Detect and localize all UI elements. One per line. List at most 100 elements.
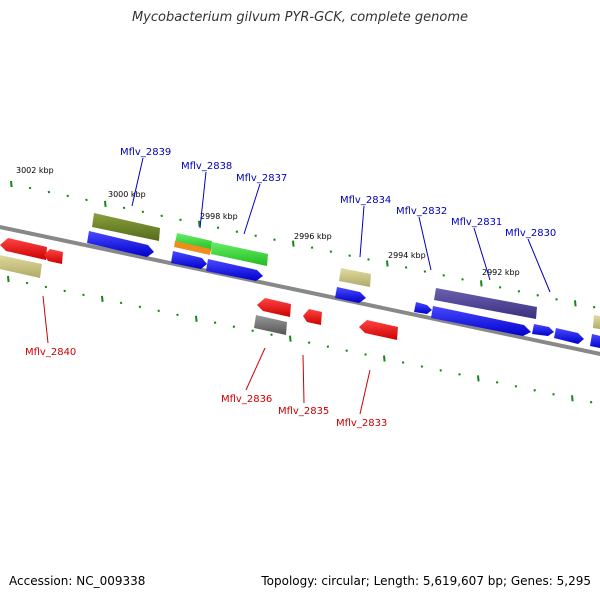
kbp-label-2994: 2994 kbp — [388, 251, 426, 260]
forward-gene-labels: Mflv_2839 Mflv_2838 Mflv_2837 Mflv_2834 … — [120, 147, 556, 239]
upper-tick-row — [10, 180, 596, 309]
callout-line-mflv-2840 — [42, 295, 49, 344]
lower-row-minor-tick — [270, 333, 273, 336]
lower-row-minor-tick — [251, 329, 254, 332]
lower-row-major-tick — [477, 375, 480, 382]
upper-row-major-tick — [386, 260, 389, 267]
lower-row-minor-tick — [25, 281, 29, 285]
callout-line-mflv-2837 — [243, 183, 261, 235]
gene-mflv-2834-arrow[interactable] — [335, 287, 366, 303]
lower-row-minor-tick — [63, 289, 66, 293]
lower-row-minor-tick — [458, 373, 461, 376]
genome-summary-label: Topology: circular; Length: 5,619,607 bp… — [261, 574, 591, 588]
lower-row-minor-tick — [307, 341, 311, 344]
gene-edge-right-arrow[interactable] — [590, 334, 600, 349]
gene-label-mflv-2831[interactable]: Mflv_2831 — [451, 217, 502, 228]
gene-mflv-2835-arrow[interactable] — [303, 309, 322, 325]
lower-row-minor-tick — [533, 389, 536, 392]
upper-row-minor-tick — [254, 234, 257, 237]
upper-row-minor-tick — [517, 290, 521, 293]
upper-row-minor-tick — [423, 270, 427, 273]
upper-row-minor-tick — [66, 194, 69, 198]
lower-row-minor-tick — [232, 325, 236, 328]
lower-row-minor-tick — [157, 309, 160, 313]
gene-mflv-2832-a-arrow[interactable] — [414, 302, 432, 314]
kbp-label-3000: 3000 kbp — [108, 190, 146, 199]
gene-label-mflv-2835[interactable]: Mflv_2835 — [278, 406, 329, 417]
gene-mflv-2840-b-arrow[interactable] — [44, 249, 63, 264]
lower-row-major-tick — [289, 335, 292, 342]
lower-row-minor-tick — [138, 305, 142, 309]
gene-label-mflv-2837[interactable]: Mflv_2837 — [236, 173, 287, 184]
upper-row-minor-tick — [47, 190, 51, 194]
lower-row-minor-tick — [364, 353, 367, 356]
reverse-gene-labels: Mflv_2840 Mflv_2836 Mflv_2835 Mflv_2833 — [25, 347, 387, 429]
gene-mflv-2834-block[interactable] — [339, 268, 371, 287]
gene-label-mflv-2836[interactable]: Mflv_2836 — [221, 394, 272, 405]
callout-line-mflv-2839 — [131, 157, 144, 207]
lower-row-major-tick — [195, 315, 198, 322]
upper-row-major-tick — [574, 300, 577, 307]
upper-row-minor-tick — [141, 210, 145, 214]
lower-tick-row — [7, 275, 593, 404]
upper-row-minor-tick — [536, 294, 539, 297]
gene-mflv-2838-orange[interactable] — [174, 241, 211, 255]
gene-label-mflv-2830[interactable]: Mflv_2830 — [505, 228, 556, 239]
gene-mflv-2830-b-arrow[interactable] — [554, 328, 584, 344]
gene-mflv-2838-block[interactable] — [175, 233, 212, 251]
lower-row-major-tick — [571, 395, 574, 402]
upper-row-minor-tick — [179, 218, 182, 222]
gene-label-mflv-2834[interactable]: Mflv_2834 — [340, 195, 391, 206]
gene-mflv-2831-arrow[interactable] — [431, 306, 531, 336]
upper-row-minor-tick — [235, 230, 239, 233]
upper-row-minor-tick — [498, 286, 502, 289]
gene-label-mflv-2840[interactable]: Mflv_2840 — [25, 347, 76, 358]
gene-mflv-2839-arrow[interactable] — [87, 231, 154, 257]
callout-line-mflv-2831 — [473, 227, 491, 281]
gene-mflv-2840-arrow[interactable] — [0, 238, 47, 260]
upper-row-major-tick — [10, 180, 13, 188]
forward-strand-features — [92, 213, 600, 330]
upper-row-minor-tick — [367, 258, 370, 261]
genome-title: Mycobacterium gilvum PYR-GCK, complete g… — [131, 10, 469, 25]
lower-row-minor-tick — [213, 321, 217, 324]
upper-row-minor-tick — [310, 246, 314, 249]
gene-mflv-2836-arrow[interactable] — [257, 298, 291, 317]
lower-row-minor-tick — [589, 400, 593, 404]
gene-label-mflv-2832[interactable]: Mflv_2832 — [396, 206, 447, 217]
lower-row-major-tick — [7, 275, 10, 283]
gene-label-mflv-2839[interactable]: Mflv_2839 — [120, 147, 171, 158]
upper-row-minor-tick — [348, 254, 351, 257]
gene-mflv-2831-block[interactable] — [434, 288, 537, 319]
gene-mflv-2830-arrow[interactable] — [532, 324, 554, 336]
upper-row-minor-tick — [461, 278, 464, 281]
gene-mflv-2839-block[interactable] — [92, 213, 160, 241]
upper-row-minor-tick — [122, 206, 126, 210]
reverse-strand-genes — [0, 238, 398, 340]
upper-row-minor-tick — [216, 226, 220, 229]
gene-mflv-2837-block[interactable] — [211, 242, 268, 266]
gene-edge-tan-block[interactable] — [593, 315, 600, 330]
gene-mflv-2837-arrow[interactable] — [206, 259, 263, 281]
upper-row-major-tick — [198, 220, 201, 227]
upper-row-major-tick — [292, 240, 295, 247]
upper-row-minor-tick — [273, 238, 276, 241]
gene-label-mflv-2838[interactable]: Mflv_2838 — [181, 161, 232, 172]
lower-row-minor-tick — [44, 285, 48, 289]
lower-row-major-tick — [383, 355, 386, 362]
gene-mflv-2836-block[interactable] — [254, 315, 287, 335]
gene-mflv-2840-block[interactable] — [0, 254, 42, 278]
gene-mflv-2838-arrow[interactable] — [171, 251, 207, 269]
callout-line-mflv-2836 — [245, 347, 266, 391]
upper-row-major-tick — [480, 280, 483, 287]
upper-row-minor-tick — [442, 274, 445, 277]
lower-row-minor-tick — [401, 361, 405, 364]
lower-row-minor-tick — [439, 369, 442, 372]
gene-label-mflv-2833[interactable]: Mflv_2833 — [336, 418, 387, 429]
lower-row-minor-tick — [345, 349, 348, 352]
callout-line-mflv-2834 — [359, 205, 365, 258]
upper-row-minor-tick — [329, 250, 333, 253]
callout-line-mflv-2838 — [199, 171, 207, 229]
kbp-label-2996: 2996 kbp — [294, 232, 332, 241]
gene-mflv-2833-arrow[interactable] — [359, 320, 398, 340]
